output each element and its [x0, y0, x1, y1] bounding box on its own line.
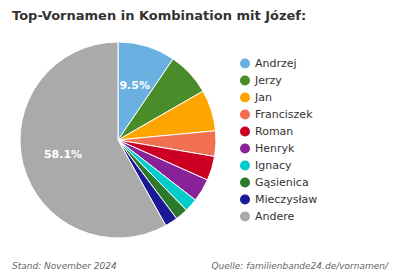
chart-svg: Top-Vornamen in Kombination mit Józef: 9.…: [0, 0, 400, 276]
data-labels: 9.5% 58.1%: [44, 79, 150, 161]
legend-swatch: [240, 59, 250, 69]
legend-swatch: [240, 195, 250, 205]
legend-entry: Ignacy: [255, 159, 292, 172]
legend: Andrzej Jerzy Jan Franciszek Roman Henryk Igna…: [240, 57, 317, 223]
legend-entry: Jan: [254, 91, 272, 104]
data-label: 9.5%: [119, 79, 150, 92]
legend-swatch: [240, 76, 250, 86]
chart-title: Top-Vornamen in Kombination mit Józef:: [12, 8, 306, 23]
legend-entry: Jerzy: [254, 74, 282, 87]
footer-note: Stand: November 2024: [12, 261, 117, 271]
pie: [20, 42, 216, 238]
legend-swatch: [240, 161, 250, 171]
legend-entry: Mieczysław: [255, 193, 317, 206]
legend-swatch: [240, 178, 250, 188]
legend-entry: Roman: [255, 125, 293, 138]
legend-entry: Franciszek: [255, 108, 313, 121]
legend-swatch: [240, 127, 250, 137]
chart-container: Top-Vornamen in Kombination mit Józef: 9.…: [0, 0, 400, 276]
legend-entry: Andrzej: [255, 57, 297, 70]
data-label: 58.1%: [44, 148, 82, 161]
legend-swatch: [240, 144, 250, 154]
legend-swatch: [240, 110, 250, 120]
pie-slice: [20, 42, 166, 238]
footer-note: Quelle: familienbande24.de/vornamen/: [211, 261, 388, 271]
legend-entry: Andere: [255, 210, 295, 223]
legend-swatch: [240, 212, 250, 222]
legend-entry: Gąsienica: [255, 176, 309, 189]
legend-entry: Henryk: [255, 142, 295, 155]
legend-swatch: [240, 93, 250, 103]
